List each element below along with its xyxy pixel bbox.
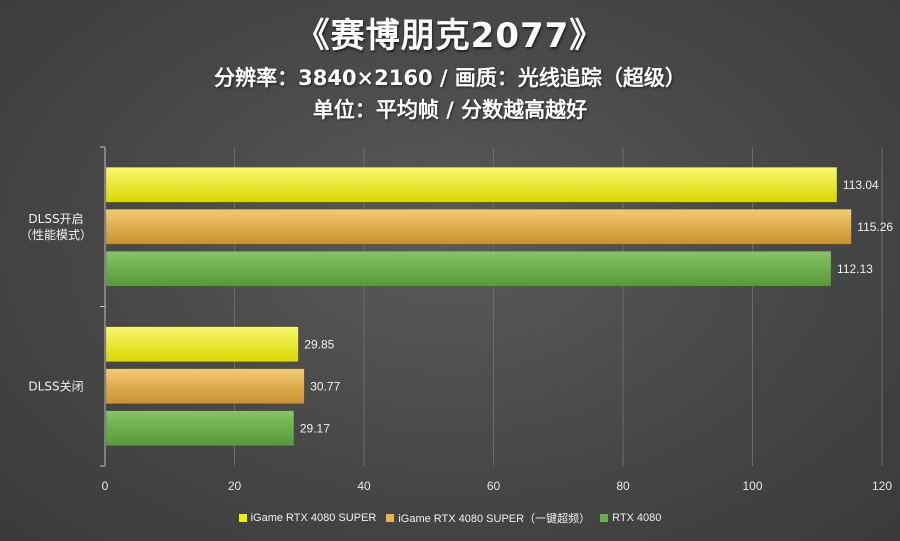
bar-series2-category2: [105, 368, 305, 404]
legend-label-series2: iGame RTX 4080 SUPER（一键超频）: [398, 513, 591, 525]
chart-subtitle-resolution: 分辨率：3840×2160 / 画质：光线追踪（超级）: [214, 66, 686, 90]
chart-subtitle-unit: 单位：平均帧 / 分数越高越好: [312, 98, 588, 122]
data-label-series2-category1: 115.26: [857, 220, 893, 234]
legend-item-series1: iGame RTX 4080 SUPER: [238, 512, 377, 524]
x-tick-label-40: 40: [357, 479, 371, 493]
x-tick-label-20: 20: [228, 479, 242, 493]
x-tick-label-100: 100: [742, 479, 762, 493]
data-label-series3-category2: 29.17: [300, 421, 330, 435]
category-label-1-line-0: DLSS关闭: [28, 379, 83, 393]
data-label-series1-category1: 113.04: [843, 178, 879, 192]
legend-item-series3: RTX 4080: [600, 512, 661, 524]
bar-series1-category2: [105, 326, 299, 362]
legend-item-series2: iGame RTX 4080 SUPER（一键超频）: [386, 510, 590, 526]
bar-series3-category1: [105, 251, 832, 287]
data-label-series3-category1: 112.13: [837, 262, 873, 276]
chart-title: 《赛博朋克2077》: [295, 16, 605, 56]
category-label-0-line-0: DLSS开启: [28, 212, 83, 226]
bar-series3-category2: [105, 410, 295, 446]
x-tick-label-60: 60: [487, 479, 501, 493]
data-label-series2-category2: 30.77: [310, 379, 340, 393]
x-tick-label-120: 120: [872, 479, 892, 493]
legend-swatch-series1: [238, 514, 247, 522]
legend-label-series1: iGame RTX 4080 SUPER: [250, 512, 377, 524]
category-label-0-line-1: （性能模式）: [20, 228, 92, 242]
legend-swatch-series2: [386, 514, 395, 522]
bar-series1-category1: [105, 167, 838, 203]
legend-label-series3: RTX 4080: [612, 512, 662, 524]
legend-swatch-series3: [600, 514, 609, 522]
bar-series2-category1: [105, 209, 852, 245]
x-tick-label-80: 80: [616, 479, 630, 493]
chart-legend: iGame RTX 4080 SUPER iGame RTX 4080 SUPE…: [0, 510, 900, 526]
x-tick-label-0: 0: [102, 479, 109, 493]
data-label-series1-category2: 29.85: [304, 337, 334, 351]
